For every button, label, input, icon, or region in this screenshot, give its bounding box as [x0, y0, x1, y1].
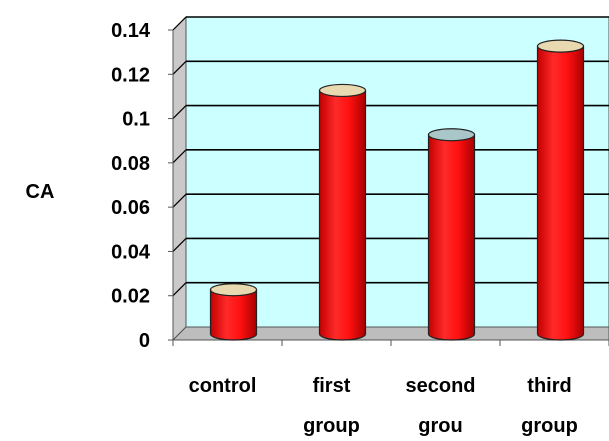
bar-top [427, 128, 476, 142]
x-tick-label: first [313, 375, 351, 397]
bar [318, 83, 367, 341]
gridline-side [172, 238, 187, 252]
bar-series [209, 39, 585, 341]
y-axis-ticks: 0 0.02 0.04 0.06 0.08 0.1 0.12 0.14 [111, 20, 173, 352]
gridline-side [172, 105, 187, 119]
gridline-side [172, 149, 187, 164]
x-axis-ticks [172, 340, 609, 346]
gridline-side [172, 16, 187, 31]
plot-side-wall [172, 15, 187, 342]
x-tick-label: control [189, 375, 257, 397]
bar-body [209, 289, 258, 341]
y-axis-title: CA [26, 181, 55, 203]
y-tick-label: 0.14 [111, 20, 151, 42]
y-tick-label: 0.1 [122, 109, 150, 131]
x-tick-label: third [527, 375, 571, 397]
x-axis-labels: control first group second grou third group [189, 375, 578, 437]
bar [209, 283, 258, 341]
x-tick-label: group [303, 415, 360, 437]
y-tick-label: 0.12 [111, 64, 150, 86]
y-tick-label: 0.08 [111, 153, 150, 175]
gridline-side [172, 282, 187, 297]
bar [536, 39, 585, 341]
x-tick-label: second [405, 375, 475, 397]
x-tick-label: grou [418, 415, 462, 437]
bar-body [536, 45, 585, 341]
y-tick-label: 0.02 [111, 286, 150, 308]
x-tick-label: group [521, 415, 578, 437]
bar-body [318, 89, 367, 341]
y-tick-label: 0 [139, 330, 150, 352]
plot-area [171, 15, 609, 342]
gridline-side [172, 60, 187, 75]
bar [427, 128, 476, 341]
y-tick-label: 0.04 [111, 241, 151, 263]
bar-top [536, 39, 585, 53]
bar-body [427, 134, 476, 341]
bar-top [209, 283, 258, 297]
gridline-side [172, 193, 187, 208]
bar-top [318, 83, 367, 98]
y-tick-label: 0.06 [111, 197, 150, 219]
